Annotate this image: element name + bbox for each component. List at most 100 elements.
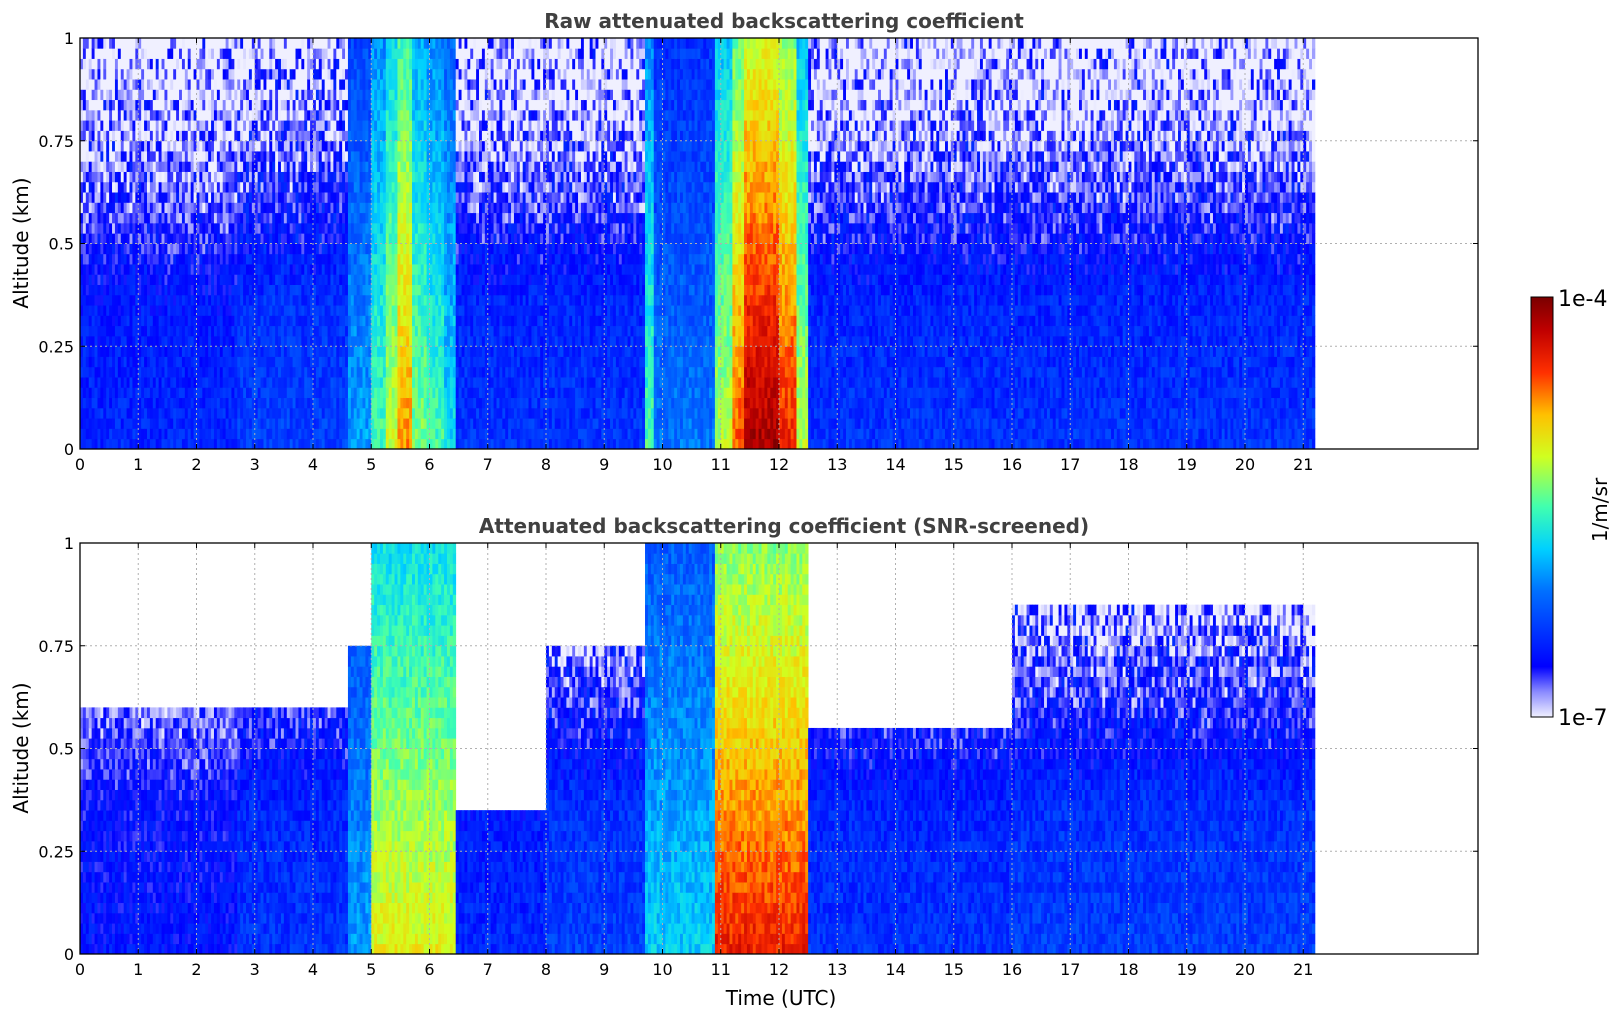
- heatmap-cell: [199, 253, 203, 265]
- heatmap-cell: [109, 171, 113, 183]
- heatmap-cell: [237, 335, 241, 347]
- heatmap-cell: [307, 171, 311, 183]
- heatmap-cell: [240, 109, 244, 121]
- heatmap-cell: [397, 140, 401, 152]
- heatmap-cell: [103, 407, 107, 419]
- heatmap-cell: [202, 305, 206, 316]
- heatmap-cell: [298, 130, 302, 142]
- heatmap-cell: [248, 377, 253, 388]
- heatmap-cell: [114, 366, 119, 378]
- heatmap-cell: [138, 233, 142, 244]
- heatmap-cell: [426, 387, 430, 399]
- heatmap-cell: [336, 140, 340, 152]
- heatmap-cell: [225, 130, 229, 142]
- heatmap-cell: [109, 120, 113, 131]
- heatmap-cell: [420, 89, 425, 101]
- heatmap-cell: [216, 315, 221, 327]
- heatmap-cell: [275, 140, 279, 152]
- heatmap-cell: [260, 346, 264, 357]
- heatmap-cell: [412, 130, 416, 142]
- heatmap-cell: [278, 151, 282, 162]
- heatmap-cell: [313, 58, 317, 70]
- heatmap-cell: [420, 356, 425, 368]
- heatmap-cell: [202, 212, 206, 224]
- heatmap-cell: [313, 377, 317, 388]
- heatmap-cell: [315, 233, 320, 244]
- heatmap-cell: [356, 109, 360, 121]
- heatmap-cell: [385, 428, 390, 440]
- heatmap-cell: [263, 428, 267, 440]
- heatmap-cell: [350, 181, 355, 193]
- heatmap-cell: [138, 356, 142, 368]
- heatmap-cell: [82, 407, 87, 419]
- heatmap-cell: [417, 233, 422, 244]
- heatmap-cell: [109, 99, 113, 111]
- heatmap-cell: [248, 161, 253, 172]
- heatmap-cell: [254, 79, 259, 90]
- heatmap-cell: [435, 284, 439, 296]
- heatmap-cell: [423, 366, 427, 378]
- heatmap-cell: [438, 140, 442, 152]
- heatmap-cell: [377, 438, 381, 450]
- heatmap-cell: [269, 438, 273, 450]
- heatmap-cell: [228, 140, 232, 152]
- heatmap-cell: [237, 387, 241, 399]
- heatmap-cell: [283, 294, 288, 306]
- heatmap-cell: [423, 284, 427, 296]
- heatmap-cell: [342, 99, 346, 111]
- heatmap-cell: [202, 294, 206, 306]
- heatmap-cell: [280, 48, 285, 59]
- heatmap-cell: [240, 202, 244, 214]
- panel-raw-title: Raw attenuated backscattering coefficien…: [544, 9, 1024, 33]
- heatmap-cell: [85, 377, 90, 388]
- heatmap-cell: [435, 418, 439, 429]
- heatmap-cell: [330, 315, 334, 327]
- heatmap-cell: [347, 130, 352, 142]
- heatmap-cell: [333, 222, 337, 234]
- heatmap-cell: [190, 356, 194, 368]
- heatmap-cell: [213, 294, 218, 306]
- heatmap-cell: [123, 181, 127, 193]
- heatmap-cell: [301, 356, 305, 368]
- heatmap-cell: [237, 151, 241, 162]
- heatmap-cell: [307, 325, 311, 337]
- heatmap-cell: [94, 38, 98, 49]
- heatmap-cell: [199, 346, 203, 357]
- heatmap-cell: [187, 264, 192, 275]
- heatmap-cell: [126, 264, 130, 275]
- heatmap-cell: [187, 305, 192, 316]
- heatmap-cell: [88, 151, 93, 162]
- heatmap-cell: [219, 438, 224, 450]
- heatmap-cell: [438, 120, 442, 131]
- heatmap-cell: [371, 89, 375, 101]
- heatmap-cell: [251, 387, 256, 399]
- heatmap-cell: [82, 366, 87, 378]
- heatmap-cell: [112, 377, 116, 388]
- heatmap-cell: [117, 120, 122, 131]
- heatmap-cell: [269, 151, 273, 162]
- heatmap-cell: [324, 397, 328, 409]
- heatmap-cell: [211, 243, 215, 255]
- heatmap-cell: [292, 366, 296, 378]
- heatmap-cell: [321, 274, 326, 285]
- heatmap-cell: [91, 79, 95, 90]
- heatmap-cell: [173, 192, 177, 203]
- heatmap-cell: [301, 274, 305, 285]
- heatmap-cell: [100, 264, 104, 275]
- heatmap-cell: [123, 99, 127, 111]
- heatmap-cell: [397, 325, 401, 337]
- heatmap-cell: [278, 274, 282, 285]
- heatmap-cell: [231, 89, 235, 101]
- heatmap-cell: [181, 305, 186, 316]
- heatmap-cell: [211, 366, 215, 378]
- heatmap-cell: [254, 68, 259, 80]
- heatmap-cell: [379, 181, 384, 193]
- heatmap-cell: [310, 274, 314, 285]
- heatmap-cell: [82, 335, 87, 347]
- heatmap-cell: [423, 151, 427, 162]
- heatmap-cell: [120, 325, 125, 337]
- heatmap-cell: [356, 130, 360, 142]
- heatmap-cell: [80, 202, 84, 214]
- heatmap-cell: [251, 151, 256, 162]
- heatmap-cell: [117, 99, 122, 111]
